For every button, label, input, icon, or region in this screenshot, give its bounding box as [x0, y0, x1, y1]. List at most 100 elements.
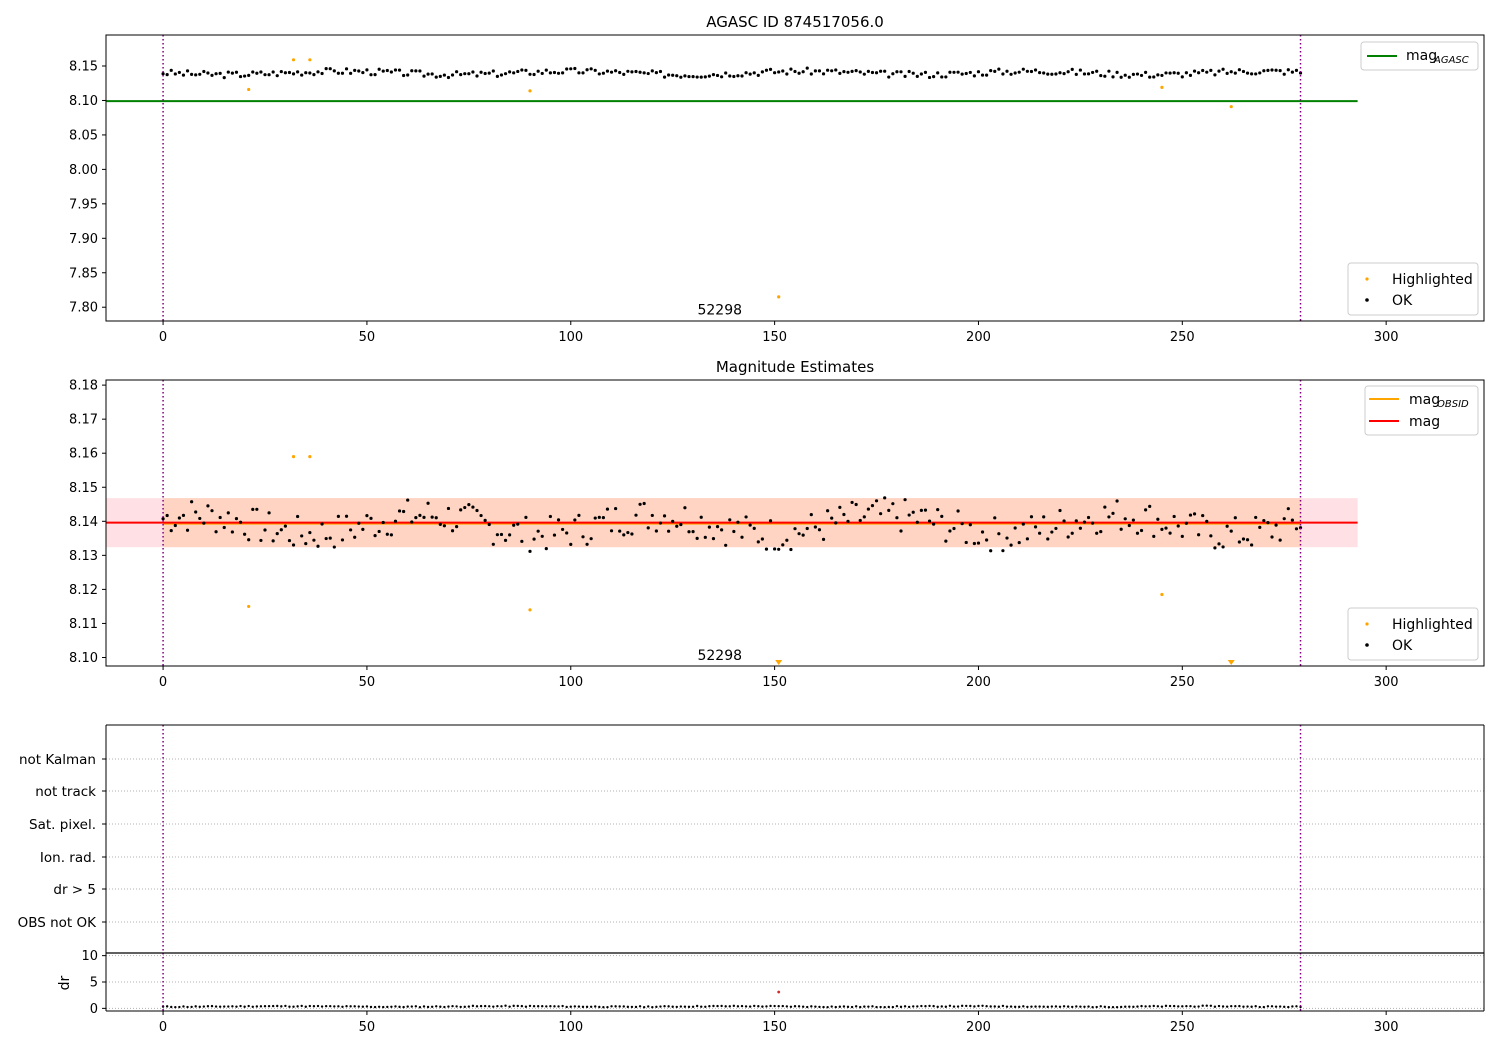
ok-point — [589, 537, 593, 541]
ok-point — [1205, 70, 1209, 74]
ok-point — [919, 508, 923, 512]
ok-point — [1160, 73, 1164, 78]
ok-point — [499, 532, 504, 537]
plot-area-agasc — [106, 58, 1358, 299]
y-tick-label: 8.18 — [69, 379, 98, 394]
ok-point — [446, 506, 451, 511]
ok-point — [907, 513, 911, 517]
ok-point — [181, 513, 186, 517]
ok-point — [671, 73, 675, 77]
ok-point — [251, 70, 255, 74]
dr-point — [907, 1005, 911, 1009]
ok-point — [471, 505, 475, 509]
ok-point — [251, 507, 255, 511]
dr-point — [316, 1004, 320, 1008]
ok-point — [1197, 533, 1201, 537]
ok-point — [1123, 517, 1127, 521]
ok-point — [1225, 524, 1229, 528]
dr-point — [178, 1005, 181, 1009]
ok-point — [915, 520, 919, 524]
dr-point — [1018, 1005, 1021, 1009]
ok-point — [817, 69, 822, 73]
ok-point — [720, 528, 724, 532]
ok-point — [1082, 520, 1087, 524]
ok-point — [764, 68, 769, 72]
ok-point — [985, 538, 989, 542]
ok-point — [728, 518, 732, 522]
ok-point — [385, 532, 389, 536]
dr-point — [577, 1005, 581, 1008]
dr-point — [1205, 1004, 1208, 1007]
dr-point — [846, 1005, 850, 1009]
dr-point — [280, 1005, 283, 1008]
ok-point — [243, 74, 247, 78]
y-tick-label: 8.10 — [69, 94, 98, 109]
ok-point — [247, 538, 251, 542]
dr-point — [602, 1006, 605, 1009]
ok-point — [630, 70, 634, 74]
ok-point — [503, 538, 508, 542]
ok-point — [275, 532, 279, 536]
highlighted-point — [247, 604, 251, 609]
ok-point — [1184, 71, 1188, 75]
ok-point — [397, 68, 402, 72]
ok-point — [919, 72, 923, 76]
ok-point — [161, 517, 165, 521]
dr-point — [618, 1005, 621, 1008]
ok-point — [675, 524, 679, 528]
dr-point — [549, 1004, 552, 1008]
dr-point — [382, 1005, 385, 1009]
dr-point — [210, 1004, 214, 1008]
ok-point — [952, 526, 956, 531]
dr-point — [1213, 1005, 1217, 1008]
dr-point — [732, 1004, 736, 1008]
dr-point — [194, 1005, 197, 1008]
ok-point — [952, 70, 956, 74]
ok-point — [911, 510, 915, 514]
dr-point — [695, 1004, 699, 1008]
highlighted-point — [777, 295, 781, 299]
ok-point — [1042, 515, 1046, 519]
ok-point — [561, 71, 565, 75]
ok-point — [1254, 72, 1258, 76]
ok-point — [964, 540, 968, 545]
dr-point — [863, 1005, 866, 1008]
ok-point — [1099, 73, 1103, 78]
dr-point — [227, 1005, 230, 1008]
ok-point — [214, 72, 218, 76]
ok-point — [756, 540, 760, 544]
ok-point — [1184, 521, 1188, 525]
dr-axis-label: dr — [57, 975, 73, 990]
annotation-label: 52298 — [697, 648, 742, 664]
ok-point — [561, 527, 565, 532]
dr-point — [1295, 1005, 1298, 1008]
dr-point — [1250, 1005, 1253, 1008]
ok-point — [320, 71, 324, 76]
dr-point — [516, 1004, 519, 1008]
ok-point — [512, 71, 516, 75]
ok-point — [1262, 69, 1266, 73]
ok-point — [793, 69, 797, 74]
ok-point — [830, 69, 834, 73]
ok-point — [605, 507, 610, 511]
dr-point — [1164, 1004, 1168, 1008]
ok-point — [438, 522, 442, 526]
ok-point — [389, 533, 393, 537]
dr-point — [614, 1005, 617, 1008]
ok-point — [1262, 518, 1266, 523]
dr-point — [716, 1004, 719, 1008]
ok-point — [691, 75, 695, 79]
x-tick-label: 100 — [558, 1020, 583, 1035]
ok-point — [279, 528, 283, 532]
dr-point — [720, 1004, 723, 1008]
ok-point — [422, 74, 426, 78]
ok-point — [756, 73, 760, 77]
dr-point — [455, 1005, 458, 1008]
ok-point — [1274, 523, 1278, 527]
ok-point — [691, 530, 695, 534]
ok-point — [911, 71, 915, 75]
dr-point — [753, 1004, 756, 1008]
ok-point — [1038, 531, 1042, 535]
ok-point — [487, 522, 491, 527]
ok-point — [418, 69, 422, 73]
